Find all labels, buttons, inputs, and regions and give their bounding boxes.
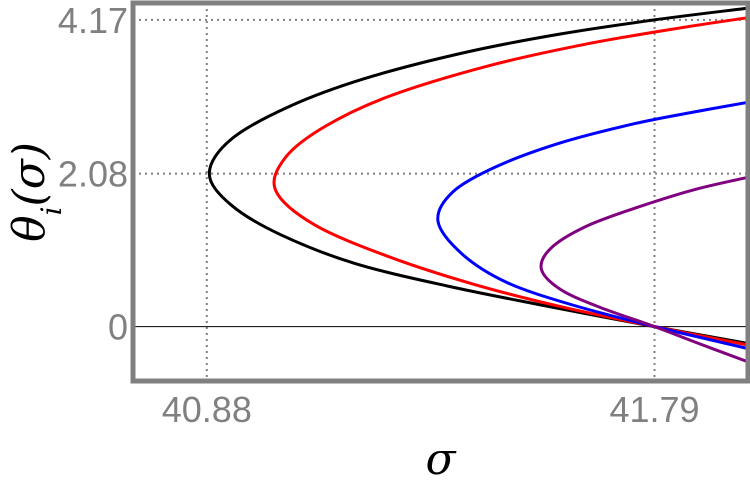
y-tick-label-2: 4.17 [58,0,128,41]
x-tick-label-1: 41.79 [609,389,699,430]
series-line-3 [539,175,749,364]
y-tick-label-0: 0 [108,307,128,348]
series-layer [207,6,749,364]
y-tick-label-1: 2.08 [58,154,128,195]
x-tick-labels: 40.88 41.79 [162,389,700,430]
x-axis-label: σ [425,434,457,484]
series-line-0 [207,6,749,345]
y-axis-label: θi(σ) [4,142,68,242]
y-tick-labels: 0 2.08 4.17 [58,0,128,348]
gridlines [133,3,748,381]
plot-frame [130,0,750,384]
series-line-2 [436,100,749,351]
x-tick-label-0: 40.88 [162,389,252,430]
series-line-1 [272,16,749,347]
